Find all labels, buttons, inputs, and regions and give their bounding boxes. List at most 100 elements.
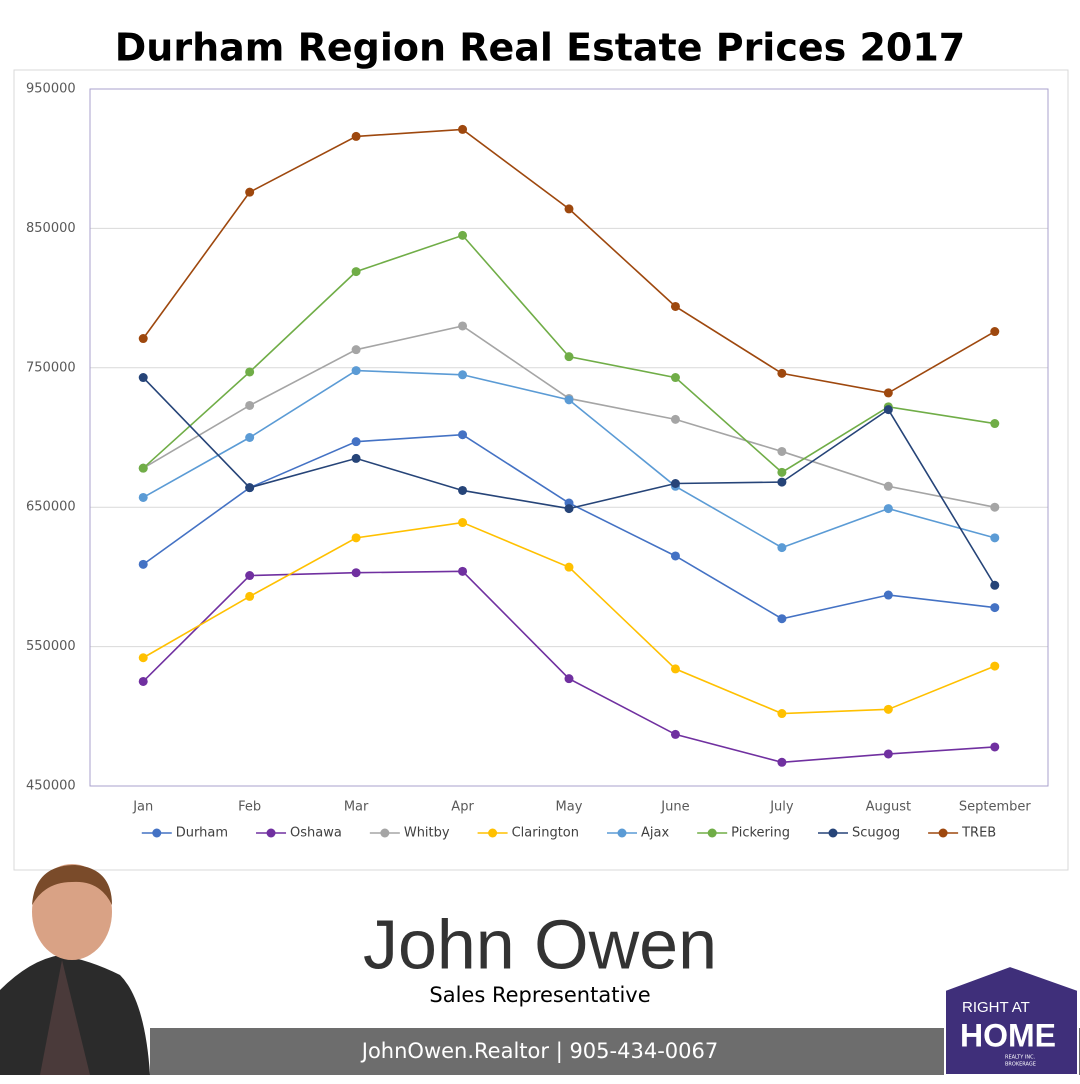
logo-text: RIGHT AT	[962, 999, 1030, 1016]
x-tick-label: Jan	[132, 800, 153, 815]
chart-title: Durham Region Real Estate Prices 2017	[115, 26, 966, 70]
data-point	[883, 590, 893, 600]
data-point	[245, 433, 255, 442]
data-point	[138, 559, 148, 569]
data-point	[777, 709, 787, 719]
y-tick-label: 650000	[26, 500, 76, 515]
data-point	[990, 603, 1000, 613]
data-point	[883, 504, 893, 514]
x-tick-label: Mar	[344, 800, 369, 815]
contact-bar	[150, 1028, 1080, 1075]
x-tick-label: September	[959, 800, 1032, 815]
data-point	[777, 368, 787, 378]
legend-label: Durham	[176, 826, 228, 841]
data-point	[564, 674, 574, 684]
data-point	[351, 453, 361, 463]
data-point	[138, 463, 148, 473]
data-point	[245, 367, 255, 377]
data-point	[883, 405, 893, 415]
legend-marker	[938, 828, 948, 838]
data-point	[245, 591, 255, 601]
data-point	[670, 551, 680, 561]
y-tick-label: 750000	[26, 360, 76, 375]
x-tick-label: Apr	[451, 800, 474, 815]
data-point	[564, 504, 574, 514]
legend-item: Oshawa	[256, 826, 342, 841]
legend-label: Pickering	[731, 826, 790, 841]
legend-marker	[266, 828, 276, 838]
legend-item: Clarington	[477, 826, 579, 841]
logo-text: BROKERAGE	[1005, 1062, 1036, 1068]
data-point	[883, 749, 893, 759]
legend-item: Whitby	[369, 826, 450, 841]
data-point	[670, 479, 680, 489]
y-tick-label: 950000	[26, 82, 76, 97]
data-point	[351, 267, 361, 277]
data-point	[777, 757, 787, 767]
legend-item: Durham	[141, 826, 228, 841]
legend-item: Ajax	[607, 826, 669, 841]
logo-text: HOME	[960, 1017, 1056, 1053]
data-point	[245, 400, 255, 410]
data-point	[138, 653, 148, 663]
legend-label: Whitby	[404, 826, 450, 841]
data-point	[777, 543, 787, 553]
logo: RIGHT AT HOME REALTY INC. BROKERAGE	[944, 964, 1079, 1076]
data-point	[458, 124, 468, 134]
data-point	[458, 430, 468, 440]
agent-role: Sales Representative	[429, 983, 650, 1007]
data-point	[351, 437, 361, 447]
y-tick-label: 850000	[26, 221, 76, 236]
data-point	[351, 568, 361, 578]
data-point	[458, 485, 468, 495]
y-tick-label: 550000	[26, 639, 76, 654]
legend-item: Pickering	[697, 826, 790, 841]
data-point	[990, 327, 1000, 337]
legend-marker	[488, 828, 498, 838]
data-point	[990, 419, 1000, 429]
data-point	[138, 676, 148, 686]
data-point	[990, 742, 1000, 752]
data-point	[458, 518, 468, 528]
legend-label: TREB	[961, 826, 996, 841]
data-point	[458, 230, 468, 240]
legend-label: Clarington	[512, 826, 579, 841]
legend-marker	[707, 828, 717, 838]
legend-item: Scugog	[818, 826, 900, 841]
data-point	[990, 661, 1000, 671]
agent-photo	[0, 864, 150, 1075]
data-point	[777, 467, 787, 477]
data-point	[245, 571, 255, 581]
data-point	[564, 395, 574, 405]
data-point	[883, 388, 893, 398]
legend-marker	[828, 828, 838, 838]
x-tick-label: July	[769, 800, 794, 815]
data-point	[670, 664, 680, 674]
data-point	[564, 562, 574, 572]
legend-item: TREB	[928, 826, 996, 841]
legend-label: Ajax	[641, 826, 669, 841]
data-point	[564, 204, 574, 214]
data-point	[670, 373, 680, 383]
data-point	[777, 446, 787, 456]
legend-marker	[617, 828, 627, 838]
agent-name: John Owen	[363, 905, 717, 983]
legend-marker	[152, 828, 162, 838]
legend-label: Oshawa	[290, 826, 342, 841]
data-point	[990, 502, 1000, 512]
data-point	[351, 533, 361, 543]
data-point	[458, 321, 468, 331]
chart-frame	[13, 69, 1069, 871]
data-point	[458, 566, 468, 576]
logo-text: REALTY INC.	[1005, 1055, 1036, 1061]
data-point	[670, 414, 680, 424]
legend-label: Scugog	[852, 826, 900, 841]
contact: JohnOwen.Realtor | 905-434-0067	[360, 1039, 718, 1064]
data-point	[670, 729, 680, 739]
data-point	[458, 370, 468, 380]
x-tick-label: Feb	[238, 800, 261, 815]
data-point	[883, 704, 893, 714]
data-point	[138, 334, 148, 344]
data-point	[138, 373, 148, 383]
